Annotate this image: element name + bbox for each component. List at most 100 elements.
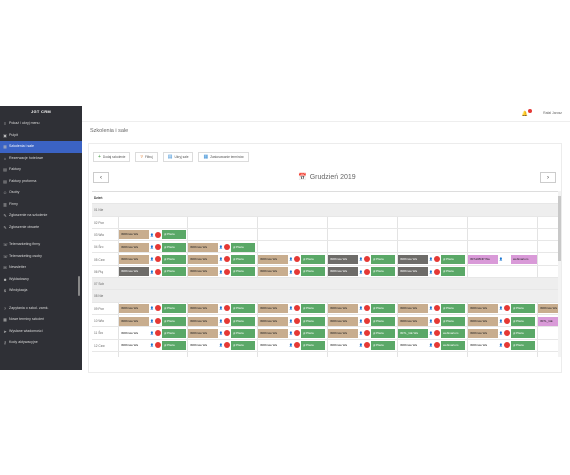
event-block[interactable]: gl Płaza bbox=[511, 328, 535, 338]
event-block[interactable]: gl Płaza bbox=[301, 316, 325, 326]
event-block[interactable]: webinarium bbox=[441, 341, 465, 351]
event-block[interactable]: gl Płaza bbox=[231, 341, 255, 351]
event-block[interactable]: IM6Kraw Wa bbox=[258, 267, 288, 277]
sidebar-item-sent-messages[interactable]: ➤ Wysłane wiadomości bbox=[0, 326, 82, 338]
event-block[interactable]: gl Płaza bbox=[371, 255, 395, 265]
add-training-button[interactable]: + Dodaj szkolenie bbox=[93, 152, 131, 162]
calendar-scrollbar[interactable] bbox=[558, 191, 561, 357]
sidebar-item-lecturers[interactable]: ☻ Wykładowcy bbox=[0, 274, 82, 286]
event-block[interactable]: gl Płaza bbox=[162, 328, 186, 338]
event-block[interactable]: IM6Kraw Wa bbox=[258, 304, 288, 314]
event-block[interactable]: gl Płaza bbox=[511, 316, 535, 326]
event-block[interactable]: IM6Kraw Wa bbox=[119, 242, 149, 252]
event-block[interactable]: IM6Kraw Wa bbox=[468, 328, 498, 338]
sidebar-item-hotel[interactable]: ⌂ Rezerwacje hotelowe bbox=[0, 153, 82, 165]
sidebar-item-telemarketing-companies[interactable]: ☏ Telemarketing firmy bbox=[0, 239, 82, 251]
event-block[interactable]: gl Płaza bbox=[162, 316, 186, 326]
event-block[interactable]: IM6Kraw Wa bbox=[398, 341, 428, 351]
event-block[interactable]: gl Płaza bbox=[231, 328, 255, 338]
event-block[interactable]: gl Płaza bbox=[371, 267, 395, 277]
event-block[interactable]: IM6Kraw Wa bbox=[328, 255, 358, 265]
event-block[interactable]: IM6Kraw Wa bbox=[188, 267, 218, 277]
event-block[interactable]: IM6Kraw Wa bbox=[468, 341, 498, 351]
hide-rooms-button[interactable]: ▤ Ukryj sale bbox=[162, 152, 194, 162]
sidebar-item-closed-inquiries[interactable]: ? Zapytania o szkol. zamk. bbox=[0, 303, 82, 315]
event-block[interactable]: IM6Kraw Wa bbox=[258, 255, 288, 265]
dates-button[interactable]: ▦ Zastosowanie terminów bbox=[198, 152, 249, 162]
event-block[interactable]: gl Płaza bbox=[162, 242, 186, 252]
user-menu[interactable]: Rafał Jarosz bbox=[543, 111, 562, 115]
event-block[interactable]: gl Płaza bbox=[371, 328, 395, 338]
event-block[interactable]: gl Płaza bbox=[231, 267, 255, 277]
sidebar-item-dashboard[interactable]: ▣ Pulpit bbox=[0, 130, 82, 142]
sidebar-item-people[interactable]: ☺ Osoby bbox=[0, 187, 82, 199]
event-block[interactable]: IM6Kraw Wa bbox=[258, 316, 288, 326]
event-block[interactable]: IM6Kraw Wa bbox=[398, 304, 428, 314]
event-block[interactable]: IM6Kraw Wa bbox=[188, 328, 218, 338]
event-block[interactable]: gl Płaza bbox=[231, 316, 255, 326]
event-block[interactable]: gl Płaza bbox=[301, 328, 325, 338]
event-block[interactable]: IM6Kraw Wa bbox=[188, 304, 218, 314]
sidebar-item-new-dates[interactable]: ▦ Nowe terminy szkoleń bbox=[0, 314, 82, 326]
sidebar-item-newsletter[interactable]: ✉ Newsletter bbox=[0, 262, 82, 274]
event-block[interactable]: IM6Kraw Wa bbox=[258, 341, 288, 351]
event-block[interactable]: IM6Kraw Wa bbox=[468, 304, 498, 314]
event-block[interactable]: gl Płaza bbox=[301, 304, 325, 314]
event-block[interactable]: gl Płaza bbox=[231, 255, 255, 265]
bell-icon[interactable]: 🔔 bbox=[521, 111, 528, 117]
event-block[interactable]: gl Płaza bbox=[441, 304, 465, 314]
event-block[interactable]: IM6Kraw Wa bbox=[188, 316, 218, 326]
sidebar-item-debt-collection[interactable]: $ Windykacja bbox=[0, 285, 82, 297]
sidebar-item-application[interactable]: ✎ Zgłoszenie na szkolenie bbox=[0, 210, 82, 222]
sidebar-item-proforma[interactable]: ▤ Faktury proforma bbox=[0, 176, 82, 188]
event-block[interactable]: IM6Kraw Wa bbox=[328, 304, 358, 314]
event-block[interactable]: webinarium bbox=[511, 255, 537, 265]
event-block[interactable]: IM6Kraw Wa bbox=[119, 316, 149, 326]
event-block[interactable]: gl Płaza bbox=[371, 304, 395, 314]
prev-month-button[interactable]: ‹ bbox=[93, 172, 109, 183]
event-block[interactable]: IM6Kraw Wa bbox=[398, 267, 428, 277]
event-block[interactable]: gl Płaza bbox=[441, 316, 465, 326]
event-block[interactable]: webinarium bbox=[441, 328, 465, 338]
event-block[interactable]: gl Płaza bbox=[301, 267, 325, 277]
event-block[interactable]: gl Płaza bbox=[371, 316, 395, 326]
event-block[interactable]: IM6Kraw Wa bbox=[328, 316, 358, 326]
event-block[interactable]: IM7L_GE Wa bbox=[398, 328, 428, 338]
event-block[interactable]: gl Płaza bbox=[162, 230, 186, 240]
event-block[interactable]: IM6Kraw Wa bbox=[119, 267, 149, 277]
sidebar-item-toggle-menu[interactable]: ≡ Pokaż / ukryj menu bbox=[0, 118, 82, 130]
event-block[interactable]: gl Płaza bbox=[371, 341, 395, 351]
event-block[interactable]: IM6Kraw Wa bbox=[188, 341, 218, 351]
event-block[interactable]: IM6Kraw Wa bbox=[119, 255, 149, 265]
event-block[interactable]: gl Płaza bbox=[441, 255, 465, 265]
sidebar-item-invoices[interactable]: ▤ Faktury bbox=[0, 164, 82, 176]
event-block[interactable]: IM7ubBNP Wa bbox=[468, 255, 498, 265]
event-block[interactable]: IM6Kraw Wa bbox=[119, 328, 149, 338]
event-block[interactable]: gl Płaza bbox=[162, 341, 186, 351]
event-block[interactable]: gl Płaza bbox=[162, 267, 186, 277]
filter-button[interactable]: ▿ Filtruj bbox=[135, 152, 158, 162]
sidebar-item-activation-codes[interactable]: ⚷ Kody aktywacyjne bbox=[0, 337, 82, 349]
sidebar-item-companies[interactable]: ▥ Firmy bbox=[0, 199, 82, 211]
event-block[interactable]: gl Płaza bbox=[231, 242, 255, 252]
event-block[interactable]: IM6Kraw Wa bbox=[328, 267, 358, 277]
event-block[interactable]: IM6Kraw Wa bbox=[398, 316, 428, 326]
event-block[interactable]: IM6Kraw Wa bbox=[119, 230, 149, 240]
event-block[interactable]: gl Płaza bbox=[511, 341, 535, 351]
sidebar-item-open-application[interactable]: ✎ Zgłoszenie otwarte bbox=[0, 222, 82, 234]
event-block[interactable]: IM6Kraw Wa bbox=[119, 304, 149, 314]
event-block[interactable]: IM6Kraw Wa bbox=[328, 341, 358, 351]
event-block[interactable]: IM6Kraw Wa bbox=[398, 255, 428, 265]
calendar-scrollbar-thumb[interactable] bbox=[558, 196, 561, 261]
event-block[interactable]: gl Płaza bbox=[441, 267, 465, 277]
event-block[interactable]: gl Płaza bbox=[162, 304, 186, 314]
event-block[interactable]: gl Płaza bbox=[301, 255, 325, 265]
event-block[interactable]: IM6Kraw Wa bbox=[119, 341, 149, 351]
event-block[interactable]: IM7L_GE bbox=[538, 316, 558, 326]
event-block[interactable]: IM6Kraw Wa bbox=[188, 255, 218, 265]
sidebar-item-trainings[interactable]: ▦ Szkolenia i sale bbox=[0, 141, 82, 153]
event-block[interactable]: gl Płaza bbox=[162, 255, 186, 265]
event-block[interactable]: gl Płaza bbox=[511, 304, 535, 314]
event-block[interactable]: IM6Kraw Wa bbox=[188, 242, 218, 252]
event-block[interactable]: gl Płaza bbox=[231, 304, 255, 314]
